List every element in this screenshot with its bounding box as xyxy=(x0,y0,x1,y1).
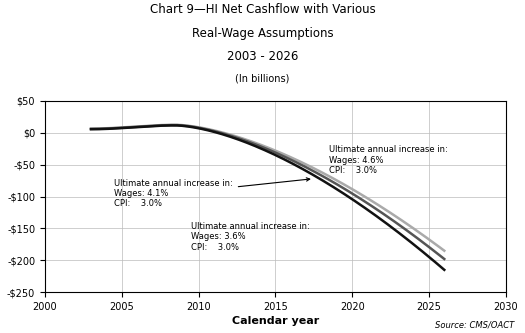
Text: Real-Wage Assumptions: Real-Wage Assumptions xyxy=(192,27,333,40)
Text: Chart 9—HI Net Cashflow with Various: Chart 9—HI Net Cashflow with Various xyxy=(150,3,375,16)
Text: Ultimate annual increase in:
Wages: 4.1%
CPI:    3.0%: Ultimate annual increase in: Wages: 4.1%… xyxy=(114,178,310,208)
Text: Source: CMS/OACT: Source: CMS/OACT xyxy=(435,321,514,330)
Text: Ultimate annual increase in:
Wages: 4.6%
CPI:    3.0%: Ultimate annual increase in: Wages: 4.6%… xyxy=(329,146,448,175)
Text: Ultimate annual increase in:
Wages: 3.6%
CPI:    3.0%: Ultimate annual increase in: Wages: 3.6%… xyxy=(191,222,310,252)
X-axis label: Calendar year: Calendar year xyxy=(232,316,319,326)
Text: (In billions): (In billions) xyxy=(235,73,290,83)
Text: 2003 - 2026: 2003 - 2026 xyxy=(227,50,298,63)
